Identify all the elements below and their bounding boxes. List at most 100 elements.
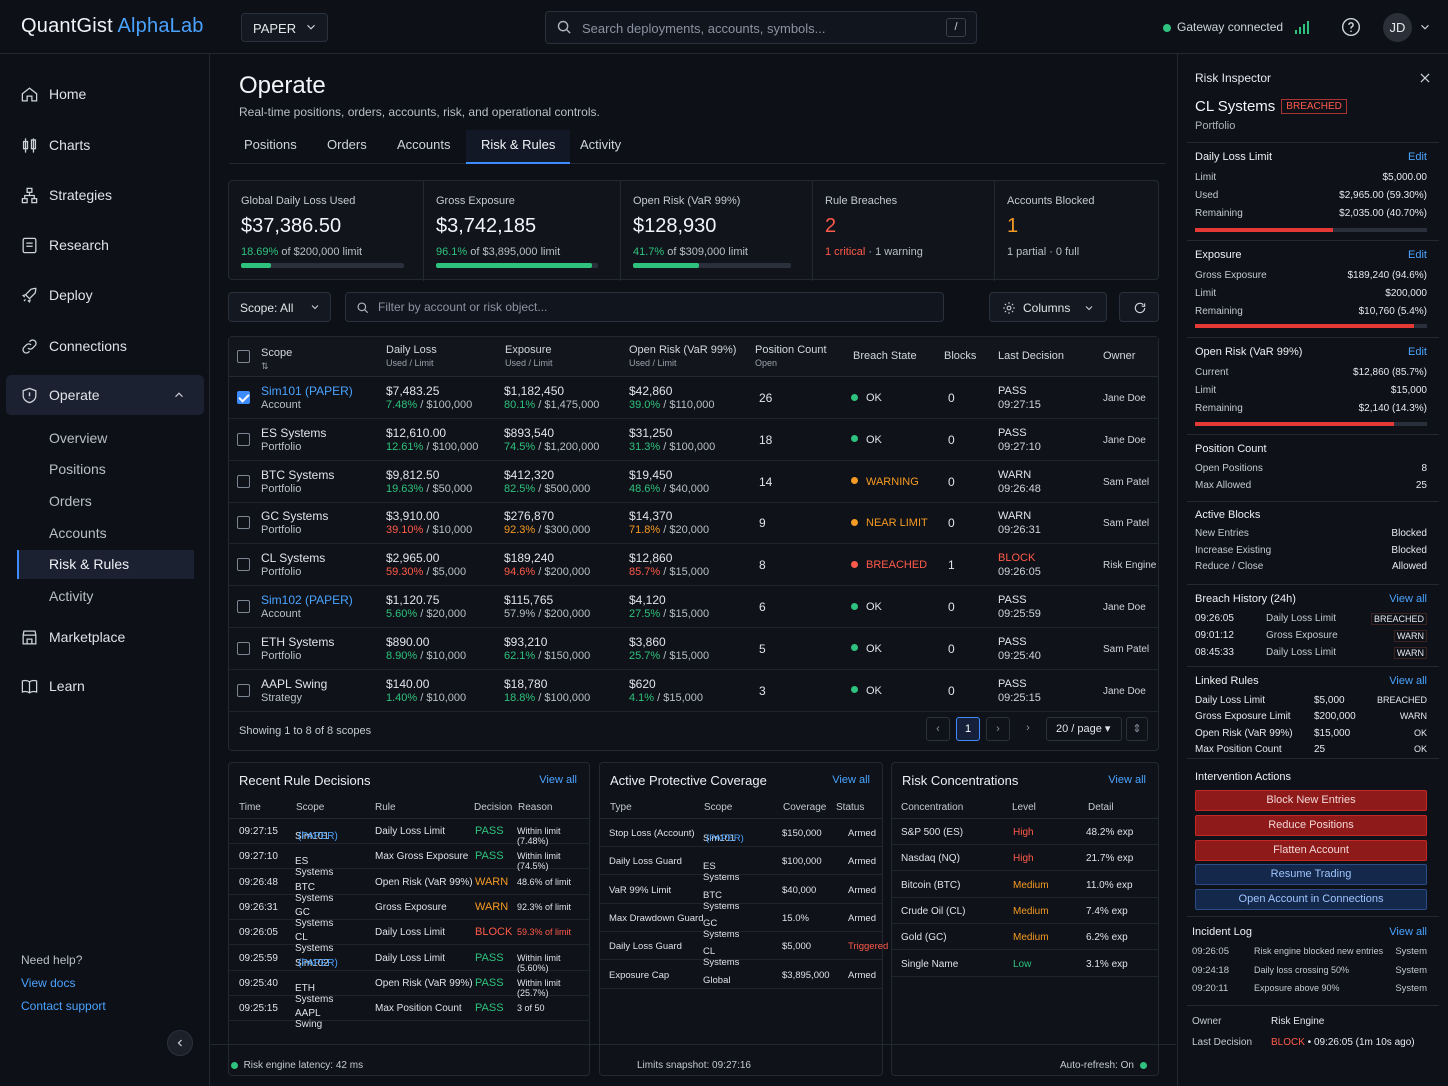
auto-refresh-toggle[interactable]: Auto-refresh: On — [1060, 1060, 1147, 1071]
subnav-positions[interactable]: Positions — [49, 461, 106, 477]
concentration-row[interactable]: Nasdaq (NQ) High 21.7% exp — [892, 845, 1158, 872]
row-checkbox[interactable] — [237, 558, 250, 572]
table-row[interactable]: GC Systems Portfolio $3,910.00 39.10% / $10… — [229, 502, 1158, 545]
row-checkbox[interactable] — [237, 474, 250, 488]
row-checkbox[interactable] — [237, 641, 250, 655]
subnav-overview[interactable]: Overview — [49, 430, 108, 446]
view-all-link[interactable]: View all — [1389, 675, 1427, 687]
row-checkbox[interactable] — [237, 432, 250, 446]
concentration-row[interactable]: Crude Oil (CL) Medium 7.4% exp — [892, 898, 1158, 924]
col-daily-loss[interactable]: Daily Loss Used / Limit — [386, 344, 437, 368]
open-account-in-connections-button[interactable]: Open Account in Connections — [1195, 889, 1427, 911]
scope-select[interactable]: Scope: All — [228, 292, 331, 322]
tab-risk-rules[interactable]: Risk & Rules — [466, 130, 571, 164]
last-page-button[interactable]: › — [1026, 722, 1030, 734]
help-icon[interactable] — [1341, 17, 1361, 37]
concentration-row[interactable]: S&P 500 (ES) High 48.2% exp — [892, 819, 1158, 845]
global-search[interactable]: / — [545, 11, 977, 44]
decision-row[interactable]: 09:25:15 AAPL Swing Max Position Count PASS… — [229, 996, 589, 1030]
flatten-account-button[interactable]: Flatten Account — [1195, 839, 1427, 861]
subnav-risk-rules[interactable]: Risk & Rules — [17, 550, 194, 579]
table-row[interactable]: ETH Systems Portfolio $890.00 8.90% / $10,0… — [229, 628, 1158, 670]
row-checkbox[interactable] — [237, 516, 250, 530]
table-row[interactable]: CL Systems Portfolio $2,965.00 59.30% / $5,… — [229, 544, 1158, 587]
concentration-row[interactable]: Single Name Low 3.1% exp — [892, 951, 1158, 977]
nav-charts[interactable]: Charts — [6, 125, 204, 165]
coverage-row[interactable]: Exposure Cap Global $3,895,000 Armed — [600, 961, 882, 989]
view-all-link[interactable]: View all — [1389, 926, 1427, 938]
concentration-row[interactable]: Gold (GC) Medium 6.2% exp — [892, 924, 1158, 951]
decision-row[interactable]: 09:26:05 CL Systems Daily Loss Limit BLOCK 5… — [229, 920, 589, 954]
decision-row[interactable]: 09:27:10 ES Systems Max Gross Exposure PASS… — [229, 844, 589, 878]
view-all-link[interactable]: View all — [539, 774, 577, 786]
col-owner[interactable]: Owner — [1103, 350, 1136, 362]
col-open-risk[interactable]: Open Risk (VaR 99%) Used / Limit — [629, 344, 737, 368]
subnav-activity[interactable]: Activity — [49, 588, 94, 604]
col-position-count[interactable]: Position Count Open — [755, 344, 827, 368]
coverage-row[interactable]: Stop Loss (Account) Sim101 (PAPER) $150,000… — [600, 819, 882, 847]
subnav-orders[interactable]: Orders — [49, 493, 92, 509]
nav-research[interactable]: Research — [6, 225, 204, 265]
view-docs-link[interactable]: View docs — [21, 976, 76, 990]
col-exposure[interactable]: Exposure Used / Limit — [505, 344, 553, 368]
filter-box[interactable] — [345, 292, 944, 322]
concentration-row[interactable]: Bitcoin (BTC) Medium 11.0% exp — [892, 872, 1158, 898]
table-row[interactable]: Sim102 (PAPER) Account $1,120.75 5.60% / $2… — [229, 586, 1158, 628]
tab-activity[interactable]: Activity — [580, 137, 622, 152]
prev-page-button[interactable]: ‹ — [926, 717, 950, 741]
stepper-icon[interactable]: ⇕ — [1126, 717, 1148, 741]
decision-row[interactable]: 09:27:15 Sim101 (PAPER) Daily Loss Limit PAS… — [229, 819, 589, 846]
row-checkbox[interactable] — [237, 683, 250, 697]
nav-home[interactable]: Home — [6, 74, 204, 114]
refresh-button[interactable] — [1119, 292, 1159, 322]
select-all-checkbox[interactable] — [237, 350, 250, 363]
collapse-sidebar-button[interactable] — [167, 1030, 193, 1056]
resume-trading-button[interactable]: Resume Trading — [1195, 864, 1427, 886]
nav-operate[interactable]: Operate — [6, 375, 204, 415]
close-icon[interactable] — [1418, 71, 1432, 85]
decision-row[interactable]: 09:26:31 GC Systems Gross Exposure WARN 92.3… — [229, 895, 589, 929]
table-row[interactable]: BTC Systems Portfolio $9,812.50 19.63% / $5… — [229, 461, 1158, 503]
col-blocks[interactable]: Blocks — [944, 350, 977, 362]
page-1-button[interactable]: 1 — [956, 717, 980, 741]
brand-logo[interactable]: QuantGist AlphaLab — [21, 15, 204, 37]
per-page-select[interactable]: 20 / page ▾ — [1046, 717, 1122, 741]
filter-input[interactable] — [378, 300, 878, 314]
next-page-button[interactable]: › — [986, 717, 1010, 741]
coverage-row[interactable]: Max Drawdown Guard GC Systems 15.0% Armed — [600, 904, 882, 940]
edit-link[interactable]: Edit — [1408, 346, 1427, 358]
decision-row[interactable]: 09:25:59 Sim102 (PAPER) Daily Loss Limit PAS… — [229, 946, 589, 973]
user-avatar[interactable]: JD — [1383, 13, 1412, 42]
col-breach-state[interactable]: Breach State — [853, 350, 917, 362]
reduce-positions-button[interactable]: Reduce Positions — [1195, 814, 1427, 836]
contact-support-link[interactable]: Contact support — [21, 999, 106, 1013]
nav-deploy[interactable]: Deploy — [6, 275, 204, 315]
block-new-entries-button[interactable]: Block New Entries — [1195, 790, 1427, 811]
coverage-row[interactable]: Daily Loss Guard CL Systems $5,000 Triggere… — [600, 932, 888, 968]
table-row[interactable]: ES Systems Portfolio $12,610.00 12.61% / $1… — [229, 419, 1158, 461]
table-row[interactable]: Sim101 (PAPER) Account $7,483.25 7.48% / $1… — [229, 377, 1158, 419]
scope-name[interactable]: Sim101 (PAPER) — [261, 384, 353, 398]
row-checkbox[interactable] — [237, 391, 250, 404]
edit-link[interactable]: Edit — [1408, 249, 1427, 261]
coverage-row[interactable]: Daily Loss Guard ES Systems $100,000 Armed — [600, 847, 882, 883]
nav-marketplace[interactable]: Marketplace — [6, 617, 204, 657]
scope-name[interactable]: Sim102 (PAPER) — [261, 593, 353, 607]
tab-accounts[interactable]: Accounts — [397, 137, 451, 152]
table-row[interactable]: AAPL Swing Strategy $140.00 1.40% / $10,000… — [229, 670, 1158, 712]
trading-mode-select[interactable]: PAPER — [241, 13, 328, 42]
columns-button[interactable]: Columns — [989, 292, 1107, 322]
tab-orders[interactable]: Orders — [327, 137, 367, 152]
subnav-accounts[interactable]: Accounts — [49, 525, 107, 541]
nav-connections[interactable]: Connections — [6, 326, 204, 366]
view-all-link[interactable]: View all — [1389, 593, 1427, 605]
edit-link[interactable]: Edit — [1408, 151, 1427, 163]
view-all-link[interactable]: View all — [832, 774, 870, 786]
coverage-row[interactable]: VaR 99% Limit BTC Systems $40,000 Armed — [600, 876, 882, 912]
row-checkbox[interactable] — [237, 600, 250, 613]
tab-positions[interactable]: Positions — [244, 137, 297, 152]
view-all-link[interactable]: View all — [1108, 774, 1146, 786]
col-scope[interactable]: Scope ⇅ — [261, 347, 293, 371]
decision-row[interactable]: 09:26:48 BTC Systems Open Risk (VaR 99%) WA… — [229, 870, 589, 904]
col-last-decision[interactable]: Last Decision — [998, 350, 1065, 362]
